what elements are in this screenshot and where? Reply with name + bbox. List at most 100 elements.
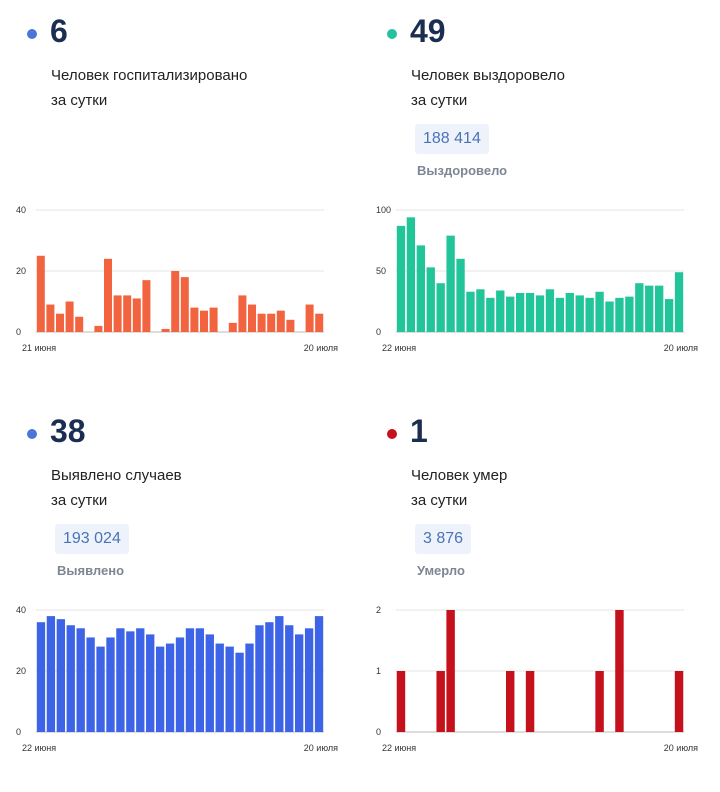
bar — [65, 301, 74, 332]
bar — [525, 671, 535, 732]
daily-description: Выявлено случаев за сутки — [51, 463, 331, 513]
bar — [215, 643, 224, 732]
daily-value: 38 — [50, 413, 86, 449]
recovered-bar-chart: 0 50 100 22 июня 20 июля — [376, 205, 698, 353]
bar — [155, 646, 165, 732]
bar — [36, 622, 46, 732]
bar — [123, 295, 132, 332]
x-end-label: 20 июля — [664, 343, 698, 353]
bar — [75, 316, 84, 332]
daily-description: Человек выздоровело за сутки — [411, 63, 691, 113]
daily-value: 49 — [410, 13, 446, 49]
indicator-dot — [387, 429, 397, 439]
bar — [305, 304, 314, 332]
x-start-label: 22 июня — [382, 743, 416, 753]
bar — [525, 292, 535, 332]
daily-description: Человек умер за сутки — [411, 463, 691, 513]
bar — [505, 671, 515, 732]
bar — [446, 610, 455, 732]
bar — [171, 271, 180, 332]
detected-panel: 38 Выявлено случаев за сутки 193 024 Выя… — [0, 400, 340, 780]
bar — [175, 637, 185, 732]
y-tick-label: 40 — [16, 605, 26, 615]
bar — [396, 671, 406, 732]
bar — [275, 616, 284, 732]
y-tick-label: 0 — [376, 727, 381, 737]
bar — [126, 631, 135, 732]
x-start-label: 21 июня — [22, 343, 56, 353]
x-start-label: 22 июня — [22, 743, 56, 753]
x-end-label: 20 июля — [304, 343, 338, 353]
recovered-panel: 49 Человек выздоровело за сутки 188 414 … — [360, 0, 700, 380]
deaths-panel: 1 Человек умер за сутки 3 876 Умерло 0 1 2… — [360, 400, 700, 780]
bar — [406, 217, 416, 332]
bar — [496, 290, 505, 332]
bar — [645, 285, 654, 332]
bar — [66, 625, 75, 732]
bar — [615, 297, 624, 332]
bar — [515, 292, 525, 332]
bar — [165, 643, 175, 732]
bar — [94, 325, 103, 332]
y-tick-label: 0 — [16, 327, 21, 337]
bar — [295, 634, 304, 732]
total-value: 188 414 — [415, 124, 489, 154]
bar — [205, 634, 214, 732]
x-end-label: 20 июля — [304, 743, 338, 753]
bar — [36, 255, 45, 332]
bar — [46, 616, 56, 732]
total-value: 193 024 — [55, 524, 129, 554]
bar — [238, 295, 247, 332]
y-tick-label: 20 — [16, 266, 26, 276]
y-tick-label: 0 — [376, 327, 381, 337]
bar — [555, 297, 565, 332]
bar — [575, 295, 584, 332]
bar — [674, 671, 684, 732]
bar — [585, 297, 594, 332]
total-label: Выявлено — [57, 563, 125, 578]
y-tick-label: 100 — [376, 205, 391, 215]
bar — [304, 628, 314, 732]
bar — [142, 280, 151, 332]
x-start-label: 22 июня — [382, 343, 416, 353]
description-line-2: за сутки — [411, 92, 468, 109]
bar — [106, 637, 115, 732]
deaths-bar-chart: 0 1 2 22 июня 20 июля — [376, 605, 698, 753]
bar — [113, 295, 122, 332]
detected-bar-chart: 0 20 40 22 июня 20 июля — [16, 605, 338, 753]
bar — [180, 277, 189, 332]
bar — [185, 628, 195, 732]
bar — [228, 322, 237, 332]
indicator-dot — [27, 29, 37, 39]
total-label: Умерло — [417, 563, 465, 578]
description-line-2: за сутки — [411, 492, 468, 509]
bar — [245, 643, 254, 732]
bar — [655, 285, 664, 332]
bar — [56, 313, 64, 332]
daily-value: 6 — [50, 13, 68, 49]
bar — [267, 313, 276, 332]
bar — [635, 283, 644, 332]
bar — [446, 235, 455, 332]
bar — [426, 267, 435, 332]
description-line-1: Человек выздоровело — [411, 67, 565, 84]
y-tick-label: 1 — [376, 666, 381, 676]
bar — [209, 307, 218, 332]
bar — [46, 304, 55, 332]
description-line-2: за сутки — [51, 492, 108, 509]
bar — [436, 283, 445, 332]
bar — [146, 634, 155, 732]
bar — [565, 292, 574, 332]
description-line-1: Человек умер — [411, 467, 508, 484]
bar — [96, 646, 105, 732]
y-tick-label: 0 — [16, 727, 21, 737]
hospitalized-bar-chart: 0 20 40 21 июня 20 июля — [16, 205, 338, 353]
bar — [314, 616, 324, 732]
bar — [625, 296, 634, 332]
bar — [456, 258, 465, 332]
bar — [545, 289, 555, 332]
bar — [476, 289, 485, 332]
y-tick-label: 2 — [376, 605, 381, 615]
bar — [595, 291, 604, 332]
bar — [195, 628, 205, 732]
